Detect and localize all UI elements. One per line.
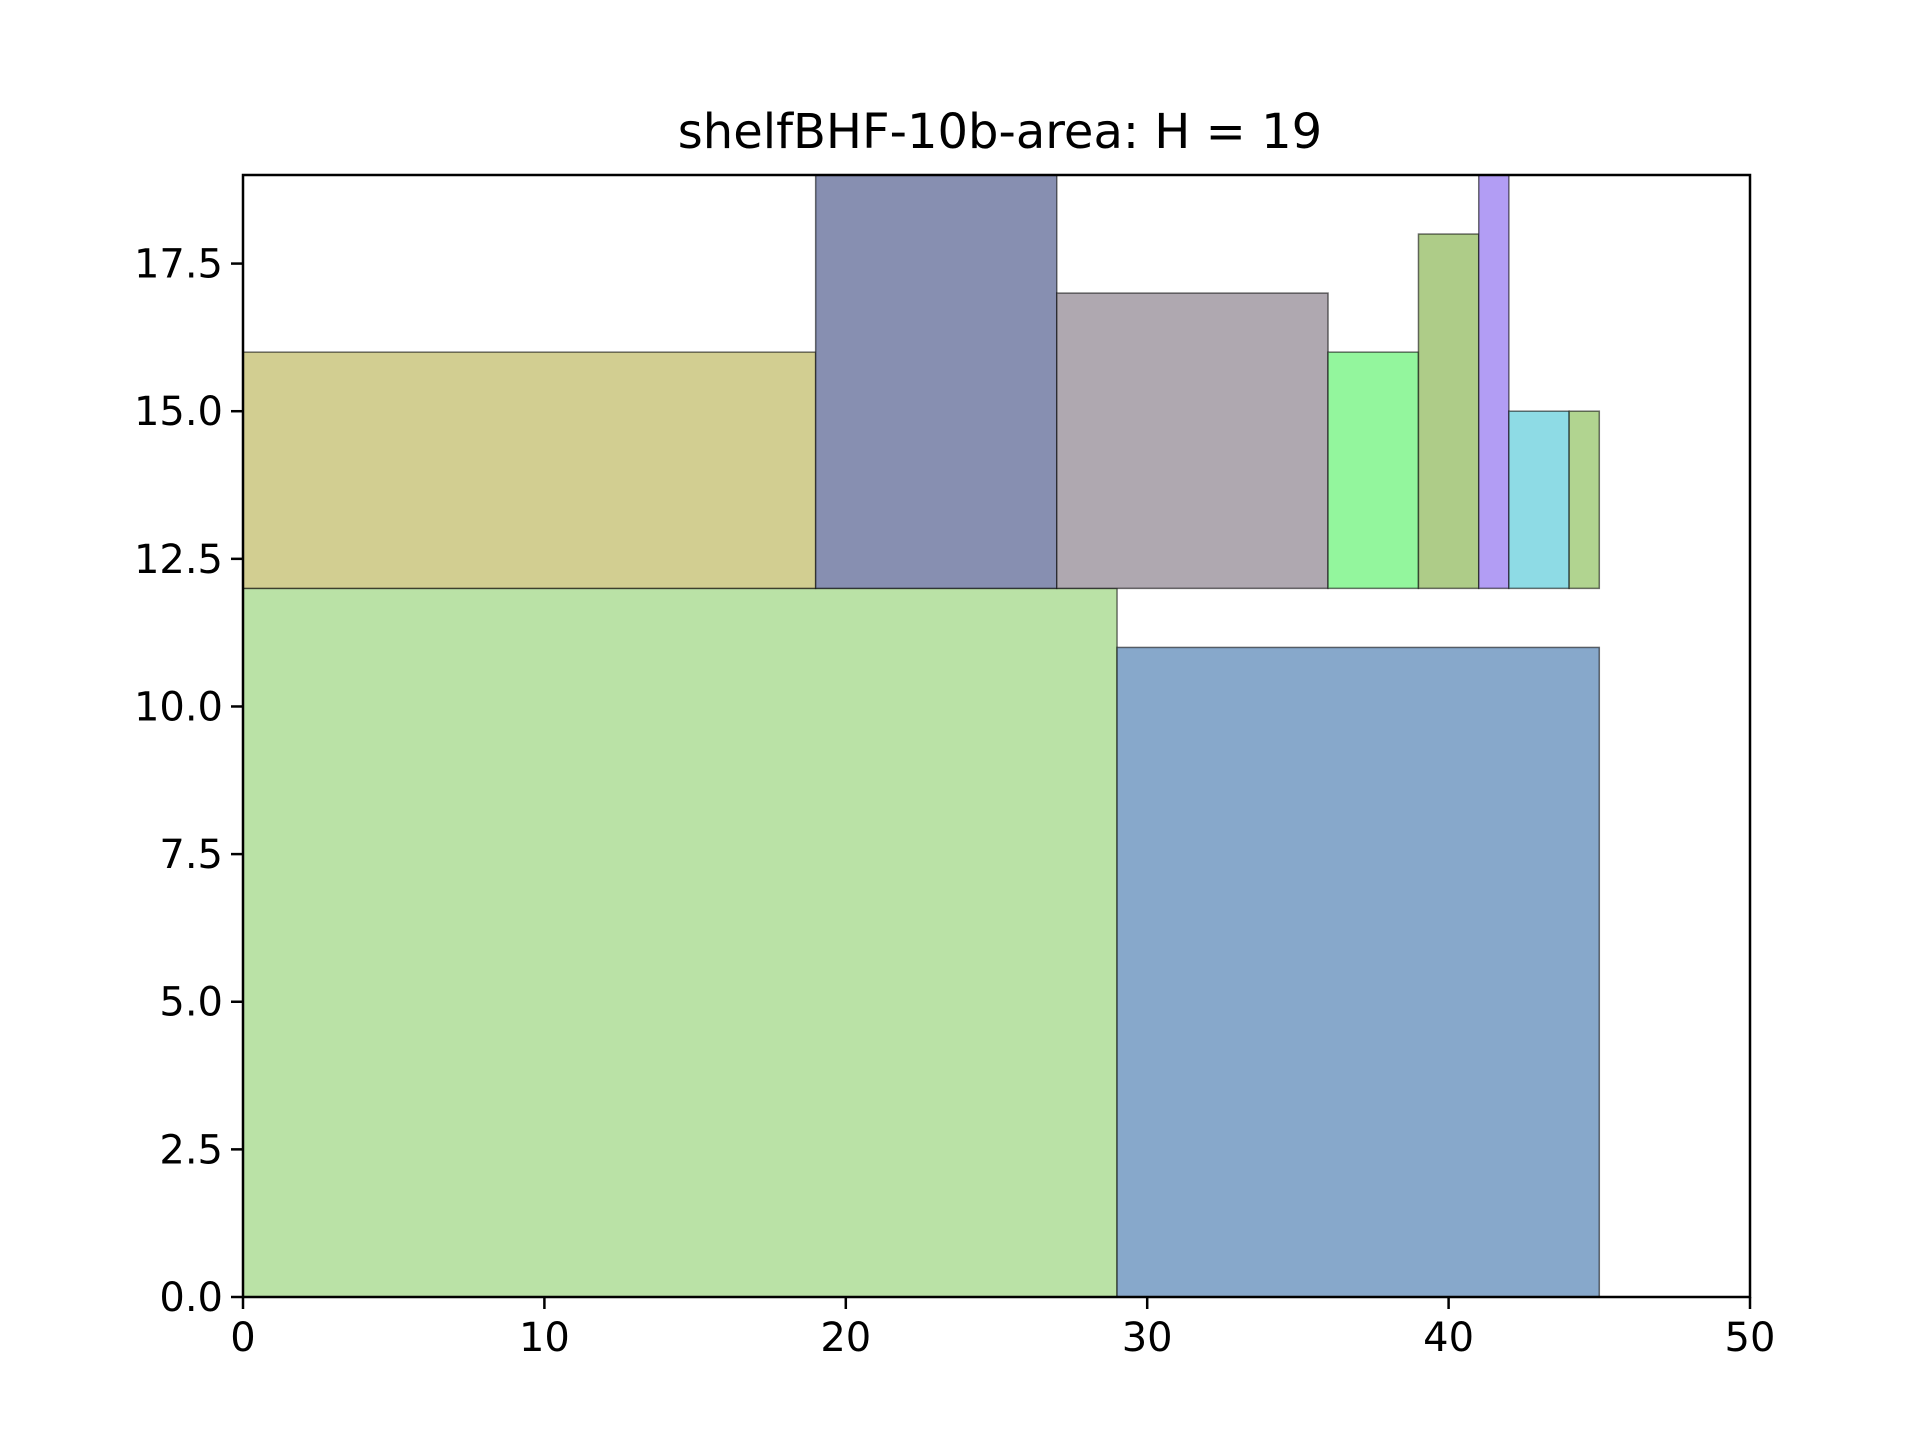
x-tick-label: 30	[1122, 1315, 1173, 1361]
packed-rectangle-7	[1417, 233, 1480, 590]
packed-rectangle-9	[1508, 410, 1570, 590]
packed-rectangle-6	[1327, 351, 1420, 590]
y-tick-label: 17.5	[134, 242, 223, 288]
packed-rectangle-10	[1568, 410, 1601, 590]
packed-rectangle-5	[1056, 292, 1329, 590]
y-tick-label: 0.0	[159, 1275, 223, 1321]
x-tick-label: 20	[820, 1315, 871, 1361]
packed-rectangle-1	[242, 587, 1118, 1298]
packed-rectangle-3	[242, 351, 817, 590]
y-axis: 0.0 2.5 5.0 7.5 10.0 12.5 15.0 17.5	[134, 242, 243, 1321]
chart-title: shelfBHF-10b-area: H = 19	[678, 104, 1322, 160]
x-axis: 0 10 20 30 40 50	[230, 1297, 1775, 1361]
x-tick-label: 50	[1725, 1315, 1776, 1361]
y-tick-label: 7.5	[159, 832, 223, 878]
y-tick-label: 2.5	[159, 1127, 223, 1173]
x-tick-label: 40	[1423, 1315, 1474, 1361]
packed-rectangle-8	[1477, 174, 1510, 590]
y-tick-label: 10.0	[134, 684, 223, 730]
y-tick-label: 12.5	[134, 537, 223, 583]
x-tick-label: 10	[519, 1315, 570, 1361]
y-tick-label: 5.0	[159, 980, 223, 1026]
packed-rectangle-2	[1116, 646, 1601, 1298]
packed-rectangle-4	[814, 174, 1058, 590]
y-tick-label: 15.0	[134, 389, 223, 435]
x-tick-label: 0	[230, 1315, 255, 1361]
plot-frame	[241, 173, 1752, 1299]
rectangles-layer	[242, 174, 1601, 1298]
